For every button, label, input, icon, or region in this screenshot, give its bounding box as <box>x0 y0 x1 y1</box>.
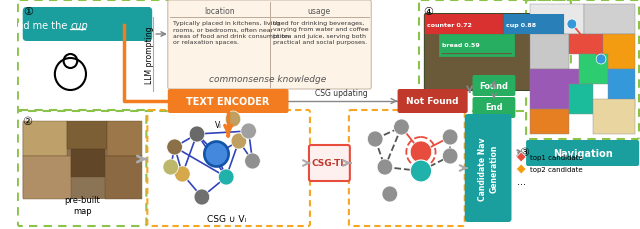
FancyBboxPatch shape <box>424 14 567 92</box>
FancyBboxPatch shape <box>309 145 350 181</box>
Text: CSG updating: CSG updating <box>315 89 367 98</box>
FancyBboxPatch shape <box>168 1 371 90</box>
Text: Vₗ: Vₗ <box>215 121 221 130</box>
FancyBboxPatch shape <box>504 15 564 35</box>
Text: CSG-TL: CSG-TL <box>312 159 347 168</box>
Circle shape <box>394 120 409 135</box>
Text: location: location <box>204 6 235 15</box>
Text: pre-built
map: pre-built map <box>64 195 100 215</box>
Circle shape <box>189 126 205 142</box>
FancyBboxPatch shape <box>608 70 635 109</box>
Circle shape <box>442 148 458 164</box>
Circle shape <box>175 166 190 182</box>
Circle shape <box>231 134 246 149</box>
Circle shape <box>410 160 431 182</box>
Text: Navigation: Navigation <box>553 148 612 158</box>
FancyBboxPatch shape <box>603 35 635 70</box>
Text: ...: ... <box>516 176 525 186</box>
Text: TEXT ENCODER: TEXT ENCODER <box>186 97 270 106</box>
Circle shape <box>241 123 257 139</box>
FancyBboxPatch shape <box>440 36 513 54</box>
Circle shape <box>244 153 260 169</box>
Text: CSG ∪ Vₗ: CSG ∪ Vₗ <box>207 215 246 224</box>
Circle shape <box>382 186 397 202</box>
FancyBboxPatch shape <box>569 85 593 114</box>
Circle shape <box>410 141 431 163</box>
Text: LLM prompting: LLM prompting <box>145 26 154 83</box>
Text: cup 0.88: cup 0.88 <box>506 22 536 27</box>
Circle shape <box>225 112 241 128</box>
Polygon shape <box>516 152 526 162</box>
Text: End: End <box>485 103 503 112</box>
Text: Used for drinking beverages,
varying from water and coffee
to tea and juice, ser: Used for drinking beverages, varying fro… <box>273 21 369 45</box>
FancyBboxPatch shape <box>106 156 141 199</box>
FancyBboxPatch shape <box>465 114 511 222</box>
Circle shape <box>194 189 210 205</box>
Circle shape <box>205 142 228 166</box>
FancyBboxPatch shape <box>584 5 635 35</box>
Text: ①: ① <box>22 7 33 17</box>
FancyBboxPatch shape <box>22 121 141 199</box>
Text: commonsense knowledge: commonsense knowledge <box>209 74 326 83</box>
Text: Typically placed in kitchens, living
rooms, or bedrooms, often near
areas of foo: Typically placed in kitchens, living roo… <box>173 21 289 45</box>
Circle shape <box>567 20 577 30</box>
FancyBboxPatch shape <box>67 121 108 149</box>
Text: usage: usage <box>307 6 330 15</box>
Circle shape <box>377 159 393 175</box>
Circle shape <box>596 55 606 65</box>
Circle shape <box>204 141 229 167</box>
FancyBboxPatch shape <box>397 90 468 114</box>
Text: Candidate Nav
Generation: Candidate Nav Generation <box>477 137 499 200</box>
Circle shape <box>413 163 429 179</box>
Polygon shape <box>516 164 526 174</box>
Text: ④: ④ <box>423 7 433 17</box>
FancyBboxPatch shape <box>530 35 569 70</box>
Text: top2 candidate: top2 candidate <box>530 166 582 172</box>
FancyBboxPatch shape <box>472 98 515 118</box>
Text: Not Found: Not Found <box>406 97 459 106</box>
Circle shape <box>367 131 383 147</box>
FancyBboxPatch shape <box>593 100 635 134</box>
FancyBboxPatch shape <box>472 76 515 97</box>
FancyBboxPatch shape <box>526 140 639 166</box>
Circle shape <box>209 146 224 162</box>
Text: top1 candidate: top1 candidate <box>530 154 583 160</box>
Circle shape <box>218 169 234 185</box>
Text: Found: Found <box>479 81 508 90</box>
FancyBboxPatch shape <box>569 35 603 55</box>
Text: bread 0.59: bread 0.59 <box>442 42 480 47</box>
FancyBboxPatch shape <box>22 8 152 42</box>
Text: find me the: find me the <box>11 21 70 31</box>
FancyBboxPatch shape <box>579 55 608 85</box>
Text: counter 0.72: counter 0.72 <box>427 22 472 27</box>
Circle shape <box>163 159 179 175</box>
FancyBboxPatch shape <box>425 15 502 35</box>
Circle shape <box>167 139 182 155</box>
Text: ②: ② <box>22 117 32 126</box>
FancyBboxPatch shape <box>425 15 566 91</box>
Circle shape <box>442 129 458 145</box>
FancyBboxPatch shape <box>108 121 141 156</box>
FancyBboxPatch shape <box>530 109 569 134</box>
Text: ③: ③ <box>519 147 529 157</box>
FancyBboxPatch shape <box>72 149 106 177</box>
FancyBboxPatch shape <box>168 90 289 114</box>
Text: cup: cup <box>70 21 88 31</box>
FancyBboxPatch shape <box>530 70 579 109</box>
FancyBboxPatch shape <box>530 5 584 35</box>
FancyBboxPatch shape <box>22 121 67 156</box>
FancyBboxPatch shape <box>22 156 72 199</box>
Text: Vₗ: Vₗ <box>213 151 220 157</box>
